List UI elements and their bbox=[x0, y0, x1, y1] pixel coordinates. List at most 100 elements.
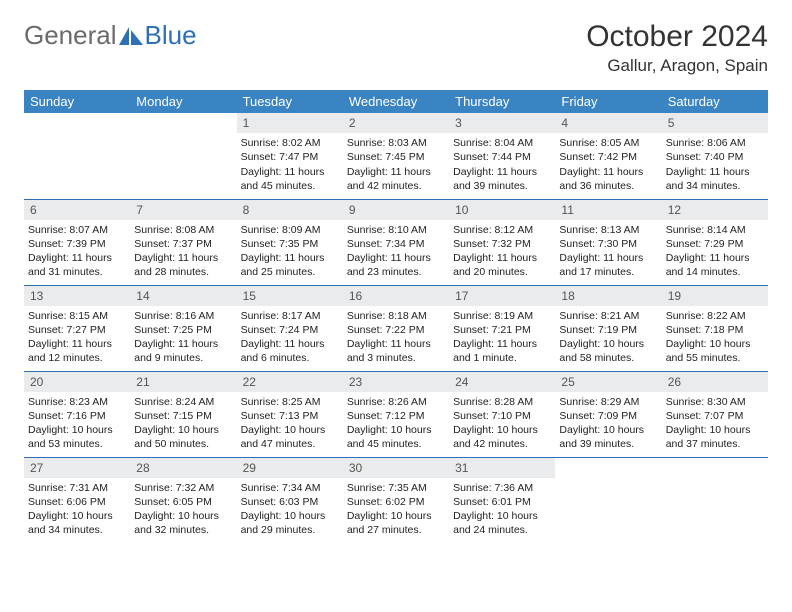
calendar-cell: 16Sunrise: 8:18 AMSunset: 7:22 PMDayligh… bbox=[343, 285, 449, 371]
sunrise-line: Sunrise: 8:28 AM bbox=[453, 395, 551, 409]
daylight-line: Daylight: 10 hours and 50 minutes. bbox=[134, 423, 232, 451]
calendar-cell: 26Sunrise: 8:30 AMSunset: 7:07 PMDayligh… bbox=[662, 371, 768, 457]
calendar-head: SundayMondayTuesdayWednesdayThursdayFrid… bbox=[24, 90, 768, 113]
daylight-line: Daylight: 10 hours and 34 minutes. bbox=[28, 509, 126, 537]
calendar-cell bbox=[555, 457, 661, 543]
daylight-line: Daylight: 11 hours and 25 minutes. bbox=[241, 251, 339, 279]
day-number: 15 bbox=[237, 286, 343, 306]
calendar-cell: 22Sunrise: 8:25 AMSunset: 7:13 PMDayligh… bbox=[237, 371, 343, 457]
daylight-line: Daylight: 10 hours and 45 minutes. bbox=[347, 423, 445, 451]
sunrise-line: Sunrise: 7:36 AM bbox=[453, 481, 551, 495]
calendar-cell: 23Sunrise: 8:26 AMSunset: 7:12 PMDayligh… bbox=[343, 371, 449, 457]
day-content: Sunrise: 8:28 AMSunset: 7:10 PMDaylight:… bbox=[449, 392, 555, 455]
sunset-line: Sunset: 7:10 PM bbox=[453, 409, 551, 423]
daylight-line: Daylight: 11 hours and 20 minutes. bbox=[453, 251, 551, 279]
sunrise-line: Sunrise: 8:16 AM bbox=[134, 309, 232, 323]
sunrise-line: Sunrise: 8:12 AM bbox=[453, 223, 551, 237]
sunset-line: Sunset: 7:12 PM bbox=[347, 409, 445, 423]
daylight-line: Daylight: 11 hours and 28 minutes. bbox=[134, 251, 232, 279]
day-content: Sunrise: 7:32 AMSunset: 6:05 PMDaylight:… bbox=[130, 478, 236, 541]
day-header: Monday bbox=[130, 90, 236, 113]
daylight-line: Daylight: 10 hours and 27 minutes. bbox=[347, 509, 445, 537]
calendar-cell: 11Sunrise: 8:13 AMSunset: 7:30 PMDayligh… bbox=[555, 199, 661, 285]
sunrise-line: Sunrise: 8:25 AM bbox=[241, 395, 339, 409]
day-content: Sunrise: 8:29 AMSunset: 7:09 PMDaylight:… bbox=[555, 392, 661, 455]
calendar-cell: 6Sunrise: 8:07 AMSunset: 7:39 PMDaylight… bbox=[24, 199, 130, 285]
calendar-week: 6Sunrise: 8:07 AMSunset: 7:39 PMDaylight… bbox=[24, 199, 768, 285]
day-number: 23 bbox=[343, 372, 449, 392]
day-content: Sunrise: 8:16 AMSunset: 7:25 PMDaylight:… bbox=[130, 306, 236, 369]
calendar-week: 20Sunrise: 8:23 AMSunset: 7:16 PMDayligh… bbox=[24, 371, 768, 457]
day-number: 21 bbox=[130, 372, 236, 392]
calendar-cell: 5Sunrise: 8:06 AMSunset: 7:40 PMDaylight… bbox=[662, 113, 768, 199]
sunset-line: Sunset: 7:30 PM bbox=[559, 237, 657, 251]
day-number: 29 bbox=[237, 458, 343, 478]
daylight-line: Daylight: 11 hours and 36 minutes. bbox=[559, 165, 657, 193]
day-content: Sunrise: 8:04 AMSunset: 7:44 PMDaylight:… bbox=[449, 133, 555, 196]
calendar-cell bbox=[662, 457, 768, 543]
sunrise-line: Sunrise: 8:19 AM bbox=[453, 309, 551, 323]
sunrise-line: Sunrise: 8:15 AM bbox=[28, 309, 126, 323]
day-content: Sunrise: 8:12 AMSunset: 7:32 PMDaylight:… bbox=[449, 220, 555, 283]
sunset-line: Sunset: 7:19 PM bbox=[559, 323, 657, 337]
day-content: Sunrise: 8:10 AMSunset: 7:34 PMDaylight:… bbox=[343, 220, 449, 283]
sunrise-line: Sunrise: 7:31 AM bbox=[28, 481, 126, 495]
day-content: Sunrise: 8:25 AMSunset: 7:13 PMDaylight:… bbox=[237, 392, 343, 455]
sunrise-line: Sunrise: 8:10 AM bbox=[347, 223, 445, 237]
day-number: 25 bbox=[555, 372, 661, 392]
sunrise-line: Sunrise: 8:08 AM bbox=[134, 223, 232, 237]
sunset-line: Sunset: 6:05 PM bbox=[134, 495, 232, 509]
sunrise-line: Sunrise: 8:17 AM bbox=[241, 309, 339, 323]
day-number: 12 bbox=[662, 200, 768, 220]
calendar-cell: 29Sunrise: 7:34 AMSunset: 6:03 PMDayligh… bbox=[237, 457, 343, 543]
daylight-line: Daylight: 11 hours and 17 minutes. bbox=[559, 251, 657, 279]
sunrise-line: Sunrise: 8:09 AM bbox=[241, 223, 339, 237]
calendar-table: SundayMondayTuesdayWednesdayThursdayFrid… bbox=[24, 90, 768, 543]
daylight-line: Daylight: 11 hours and 9 minutes. bbox=[134, 337, 232, 365]
sunset-line: Sunset: 7:27 PM bbox=[28, 323, 126, 337]
header: General Blue October 2024 Gallur, Aragon… bbox=[24, 20, 768, 76]
day-number: 17 bbox=[449, 286, 555, 306]
sunset-line: Sunset: 7:16 PM bbox=[28, 409, 126, 423]
daylight-line: Daylight: 11 hours and 23 minutes. bbox=[347, 251, 445, 279]
day-number: 8 bbox=[237, 200, 343, 220]
day-content: Sunrise: 8:13 AMSunset: 7:30 PMDaylight:… bbox=[555, 220, 661, 283]
calendar-cell: 21Sunrise: 8:24 AMSunset: 7:15 PMDayligh… bbox=[130, 371, 236, 457]
day-content: Sunrise: 7:35 AMSunset: 6:02 PMDaylight:… bbox=[343, 478, 449, 541]
sunrise-line: Sunrise: 7:35 AM bbox=[347, 481, 445, 495]
sunset-line: Sunset: 7:07 PM bbox=[666, 409, 764, 423]
day-number: 22 bbox=[237, 372, 343, 392]
calendar-cell bbox=[24, 113, 130, 199]
calendar-cell: 27Sunrise: 7:31 AMSunset: 6:06 PMDayligh… bbox=[24, 457, 130, 543]
calendar-week: 1Sunrise: 8:02 AMSunset: 7:47 PMDaylight… bbox=[24, 113, 768, 199]
sunset-line: Sunset: 7:39 PM bbox=[28, 237, 126, 251]
daylight-line: Daylight: 11 hours and 12 minutes. bbox=[28, 337, 126, 365]
sunset-line: Sunset: 7:32 PM bbox=[453, 237, 551, 251]
sunrise-line: Sunrise: 8:13 AM bbox=[559, 223, 657, 237]
sunrise-line: Sunrise: 8:30 AM bbox=[666, 395, 764, 409]
calendar-cell bbox=[130, 113, 236, 199]
day-content: Sunrise: 8:17 AMSunset: 7:24 PMDaylight:… bbox=[237, 306, 343, 369]
day-header-row: SundayMondayTuesdayWednesdayThursdayFrid… bbox=[24, 90, 768, 113]
day-content: Sunrise: 8:15 AMSunset: 7:27 PMDaylight:… bbox=[24, 306, 130, 369]
logo: General Blue bbox=[24, 20, 197, 51]
daylight-line: Daylight: 10 hours and 37 minutes. bbox=[666, 423, 764, 451]
daylight-line: Daylight: 11 hours and 42 minutes. bbox=[347, 165, 445, 193]
day-content: Sunrise: 7:36 AMSunset: 6:01 PMDaylight:… bbox=[449, 478, 555, 541]
sunset-line: Sunset: 7:18 PM bbox=[666, 323, 764, 337]
calendar-cell: 1Sunrise: 8:02 AMSunset: 7:47 PMDaylight… bbox=[237, 113, 343, 199]
sunrise-line: Sunrise: 7:34 AM bbox=[241, 481, 339, 495]
day-number: 20 bbox=[24, 372, 130, 392]
day-content: Sunrise: 8:03 AMSunset: 7:45 PMDaylight:… bbox=[343, 133, 449, 196]
calendar-cell: 19Sunrise: 8:22 AMSunset: 7:18 PMDayligh… bbox=[662, 285, 768, 371]
sunrise-line: Sunrise: 8:29 AM bbox=[559, 395, 657, 409]
calendar-cell: 20Sunrise: 8:23 AMSunset: 7:16 PMDayligh… bbox=[24, 371, 130, 457]
day-number: 9 bbox=[343, 200, 449, 220]
daylight-line: Daylight: 11 hours and 6 minutes. bbox=[241, 337, 339, 365]
sunset-line: Sunset: 7:24 PM bbox=[241, 323, 339, 337]
calendar-cell: 2Sunrise: 8:03 AMSunset: 7:45 PMDaylight… bbox=[343, 113, 449, 199]
daylight-line: Daylight: 10 hours and 29 minutes. bbox=[241, 509, 339, 537]
day-number: 4 bbox=[555, 113, 661, 133]
day-number: 11 bbox=[555, 200, 661, 220]
day-content: Sunrise: 8:08 AMSunset: 7:37 PMDaylight:… bbox=[130, 220, 236, 283]
